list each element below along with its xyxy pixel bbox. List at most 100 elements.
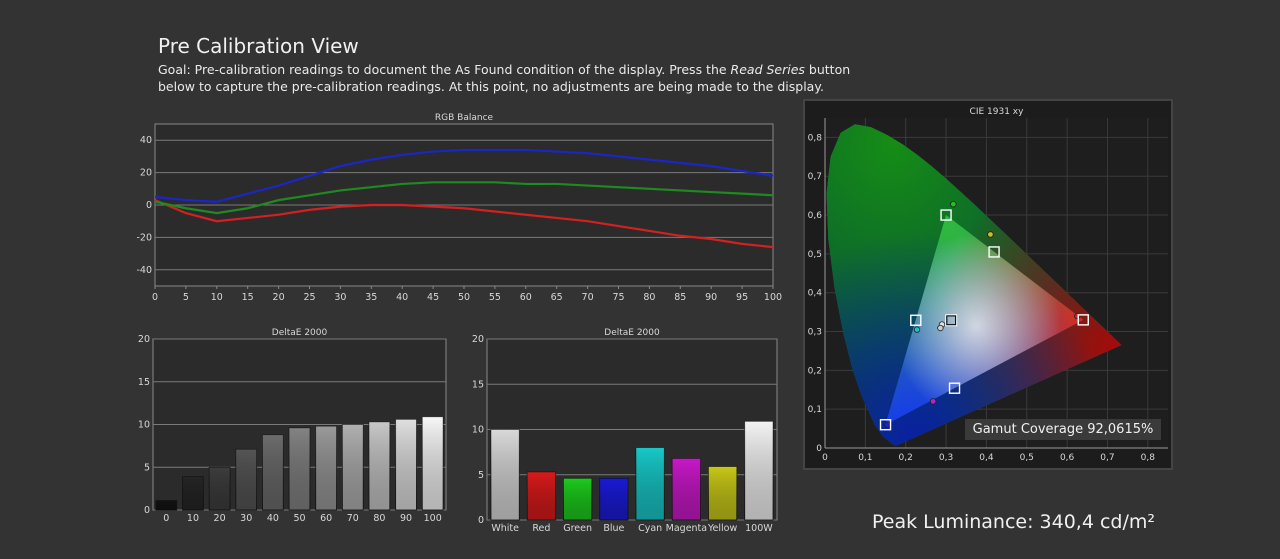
rgb-x-tick-label: 65 bbox=[551, 292, 563, 303]
rgb-x-tick-label: 75 bbox=[612, 292, 624, 303]
cie-x-tick-label: 0,7 bbox=[1100, 453, 1114, 463]
cie-measured-point bbox=[1074, 312, 1081, 320]
rgb-x-tick-label: 85 bbox=[674, 292, 686, 303]
cie-target-box bbox=[948, 382, 961, 394]
rgb-x-tick-label: 5 bbox=[183, 292, 189, 303]
cie-target-box-outline bbox=[945, 314, 958, 327]
goal-prefix: Goal: Pre-calibration readings to docume… bbox=[158, 62, 731, 77]
color-y-tick-label: 15 bbox=[472, 379, 484, 390]
gray-x-tick-label: 100 bbox=[424, 513, 442, 524]
rgb-x-tick-label: 0 bbox=[152, 292, 158, 303]
gray-x-tick-label: 70 bbox=[347, 513, 359, 524]
rgb-x-tick-label: 25 bbox=[303, 292, 315, 303]
rgb-x-tick-label: 45 bbox=[427, 292, 439, 303]
color-x-tick-label: White bbox=[491, 523, 519, 534]
gray-y-tick-label: 15 bbox=[138, 377, 150, 388]
rgb-x-tick-label: 40 bbox=[396, 292, 408, 303]
gray-bar-shade bbox=[209, 467, 230, 510]
cie-x-tick-label: 0 bbox=[822, 453, 828, 463]
cie-x-tick-label: 0,2 bbox=[899, 453, 913, 463]
cie-target-box bbox=[910, 314, 922, 326]
cie-y-tick-label: 0,7 bbox=[808, 172, 822, 182]
gray-bar-shade bbox=[262, 434, 284, 510]
color-y-tick-label: 0 bbox=[478, 515, 484, 526]
cie-target-box bbox=[988, 246, 1000, 258]
cie-y-tick-label: 0,4 bbox=[808, 289, 823, 299]
rgb-x-tick-label: 95 bbox=[736, 292, 748, 303]
cie-x-tick-label: 0,5 bbox=[1020, 453, 1034, 463]
goal-text: Goal: Pre-calibration readings to docume… bbox=[158, 61, 858, 95]
gray-bar-shade bbox=[315, 426, 337, 510]
gray-x-tick-label: 80 bbox=[373, 513, 385, 524]
cie-x-tick-label: 0,8 bbox=[1141, 453, 1156, 463]
color-bar-shade bbox=[635, 447, 665, 520]
rgb-x-tick-label: 10 bbox=[211, 292, 223, 303]
rgb-x-tick-label: 30 bbox=[334, 292, 346, 303]
gray-chart-title: DeltaE 2000 bbox=[272, 328, 328, 338]
cie-y-tick-label: 0,5 bbox=[808, 250, 822, 260]
color-x-tick-label: Red bbox=[532, 523, 550, 534]
gray-bar-shade bbox=[182, 476, 204, 510]
color-y-tick-label: 5 bbox=[478, 470, 484, 481]
color-chart-title: DeltaE 2000 bbox=[604, 328, 660, 338]
gray-bar-shade bbox=[395, 419, 417, 510]
gray-x-tick-label: 20 bbox=[214, 513, 226, 524]
rgb-series-line-0 bbox=[154, 199, 774, 249]
rgb-y-tick-label: 20 bbox=[140, 168, 152, 179]
goal-suffix: button below to capture the pre-calibrat… bbox=[158, 62, 851, 94]
gray-x-tick-label: 30 bbox=[240, 513, 252, 524]
gray-x-tick-label: 0 bbox=[163, 513, 169, 524]
goal-emphasis: Read Series bbox=[730, 62, 805, 77]
gray-bar-shade bbox=[342, 424, 364, 510]
color-bar-shade bbox=[599, 478, 629, 520]
gray-x-tick-label: 10 bbox=[187, 513, 199, 524]
cie-measured-point bbox=[884, 421, 891, 428]
rgb-x-tick-label: 35 bbox=[365, 292, 377, 303]
cie-target-box bbox=[879, 419, 892, 431]
rgb-x-tick-label: 90 bbox=[705, 292, 717, 303]
gray-y-tick-label: 20 bbox=[138, 334, 150, 345]
rgb-chart-title: RGB Balance bbox=[435, 113, 494, 123]
cie-x-tick-label: 0,4 bbox=[979, 453, 994, 463]
color-bar-shade bbox=[672, 458, 701, 520]
cie-measured-point bbox=[913, 326, 921, 333]
cie-y-tick-label: 0 bbox=[816, 444, 822, 454]
cie-y-tick-label: 0,6 bbox=[808, 211, 823, 221]
cie-y-tick-label: 0,8 bbox=[808, 133, 823, 143]
color-y-tick-label: 20 bbox=[472, 334, 484, 345]
gray-bar-shade bbox=[155, 500, 177, 510]
cie-y-tick-label: 0,2 bbox=[808, 366, 822, 376]
cie-target-box bbox=[945, 315, 957, 326]
cie-measured-point bbox=[937, 324, 944, 332]
rgb-x-tick-label: 80 bbox=[643, 292, 655, 303]
cie-x-tick-label: 0,1 bbox=[858, 453, 872, 463]
color-x-tick-label: Yellow bbox=[707, 523, 737, 534]
rgb-y-tick-label: -40 bbox=[136, 265, 152, 276]
cie-y-tick-label: 0,1 bbox=[808, 405, 822, 415]
color-x-tick-label: Magenta bbox=[666, 523, 707, 534]
rgb-x-tick-label: 60 bbox=[520, 292, 532, 303]
color-bar-shade bbox=[490, 429, 520, 520]
rgb-x-tick-label: 15 bbox=[242, 292, 254, 303]
color-x-tick-label: 100W bbox=[745, 523, 773, 534]
cie-x-tick-label: 0,3 bbox=[939, 453, 953, 463]
cie-y-tick-label: 0,3 bbox=[808, 328, 822, 338]
cie-measured-point bbox=[929, 398, 937, 405]
color-x-tick-label: Green bbox=[563, 523, 592, 534]
gray-x-tick-label: 60 bbox=[320, 513, 332, 524]
cie-target-box bbox=[1077, 314, 1089, 326]
rgb-series-line-2 bbox=[154, 148, 774, 203]
gray-y-tick-label: 5 bbox=[144, 462, 150, 473]
color-bar-shade bbox=[563, 478, 592, 520]
cie-x-tick-label: 0,6 bbox=[1060, 453, 1075, 463]
rgb-x-tick-label: 20 bbox=[273, 292, 285, 303]
rgb-y-tick-label: 0 bbox=[146, 200, 152, 211]
gray-bar-shade bbox=[422, 416, 444, 510]
